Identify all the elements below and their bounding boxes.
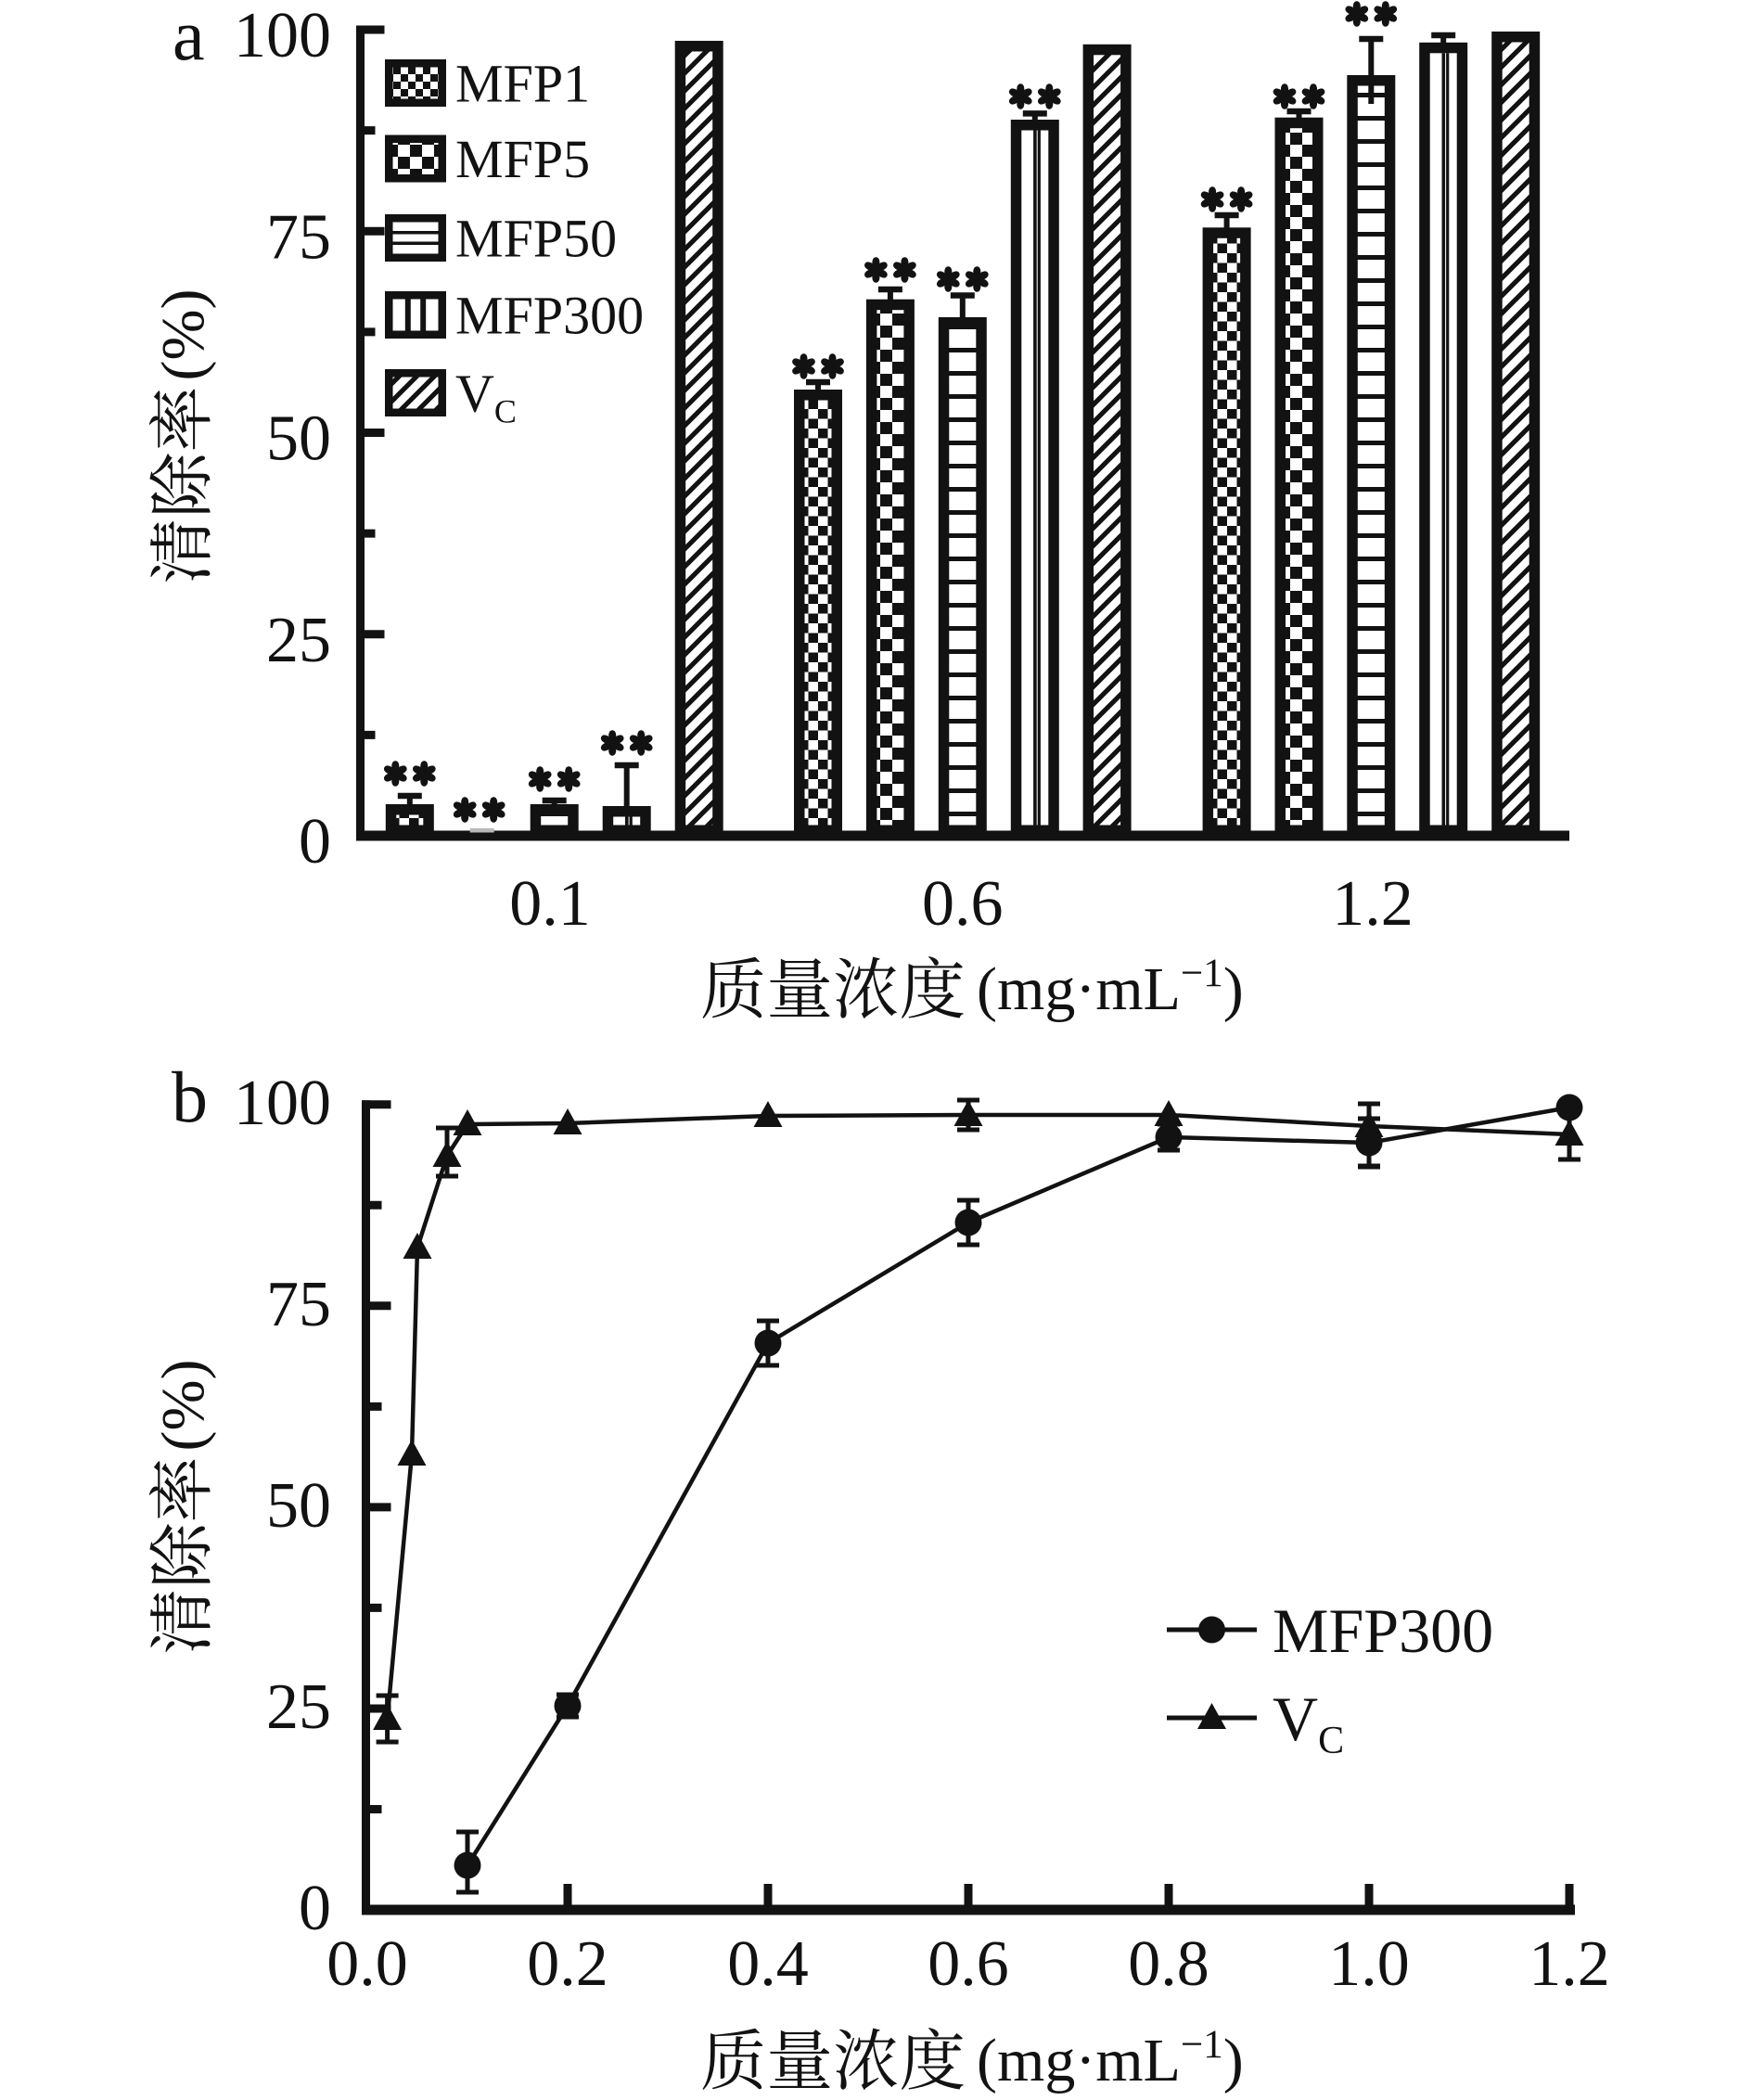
svg-text:50: 50 (266, 403, 331, 475)
svg-text:0: 0 (299, 806, 331, 877)
svg-text:50: 50 (266, 1470, 331, 1542)
svg-text:100: 100 (234, 1068, 331, 1139)
svg-text:1.2: 1.2 (1332, 868, 1414, 940)
svg-text:0.0: 0.0 (326, 1928, 408, 2000)
svg-text:b: b (172, 1056, 208, 1137)
svg-text:(%): (%) (149, 289, 217, 381)
svg-text:1.2: 1.2 (1529, 1928, 1610, 2000)
svg-text:MFP300: MFP300 (455, 286, 644, 346)
svg-text:(%): (%) (149, 1360, 217, 1452)
svg-text:1.0: 1.0 (1328, 1928, 1410, 2000)
svg-text:MFP50: MFP50 (455, 209, 617, 269)
svg-text:0.6: 0.6 (928, 1928, 1009, 2000)
svg-text:0.4: 0.4 (727, 1928, 809, 2000)
svg-text:(mg·mL−1): (mg·mL−1) (977, 952, 1244, 1023)
svg-text:0: 0 (299, 1873, 331, 1944)
svg-text:0.6: 0.6 (922, 868, 1004, 940)
svg-text:25: 25 (266, 1671, 331, 1743)
svg-text:0.2: 0.2 (527, 1928, 608, 2000)
svg-text:a: a (173, 0, 205, 75)
svg-text:0.8: 0.8 (1128, 1928, 1209, 2000)
svg-text:75: 75 (266, 201, 331, 273)
svg-text:0.1: 0.1 (509, 868, 591, 940)
svg-text:VC: VC (1273, 1684, 1344, 1762)
svg-text:MFP300: MFP300 (1273, 1595, 1493, 1666)
svg-text:(mg·mL−1): (mg·mL−1) (977, 2023, 1244, 2094)
svg-text:MFP5: MFP5 (455, 129, 590, 189)
svg-text:25: 25 (266, 605, 331, 676)
svg-text:100: 100 (234, 0, 331, 71)
svg-text:75: 75 (266, 1269, 331, 1340)
svg-text:MFP1: MFP1 (455, 54, 590, 114)
